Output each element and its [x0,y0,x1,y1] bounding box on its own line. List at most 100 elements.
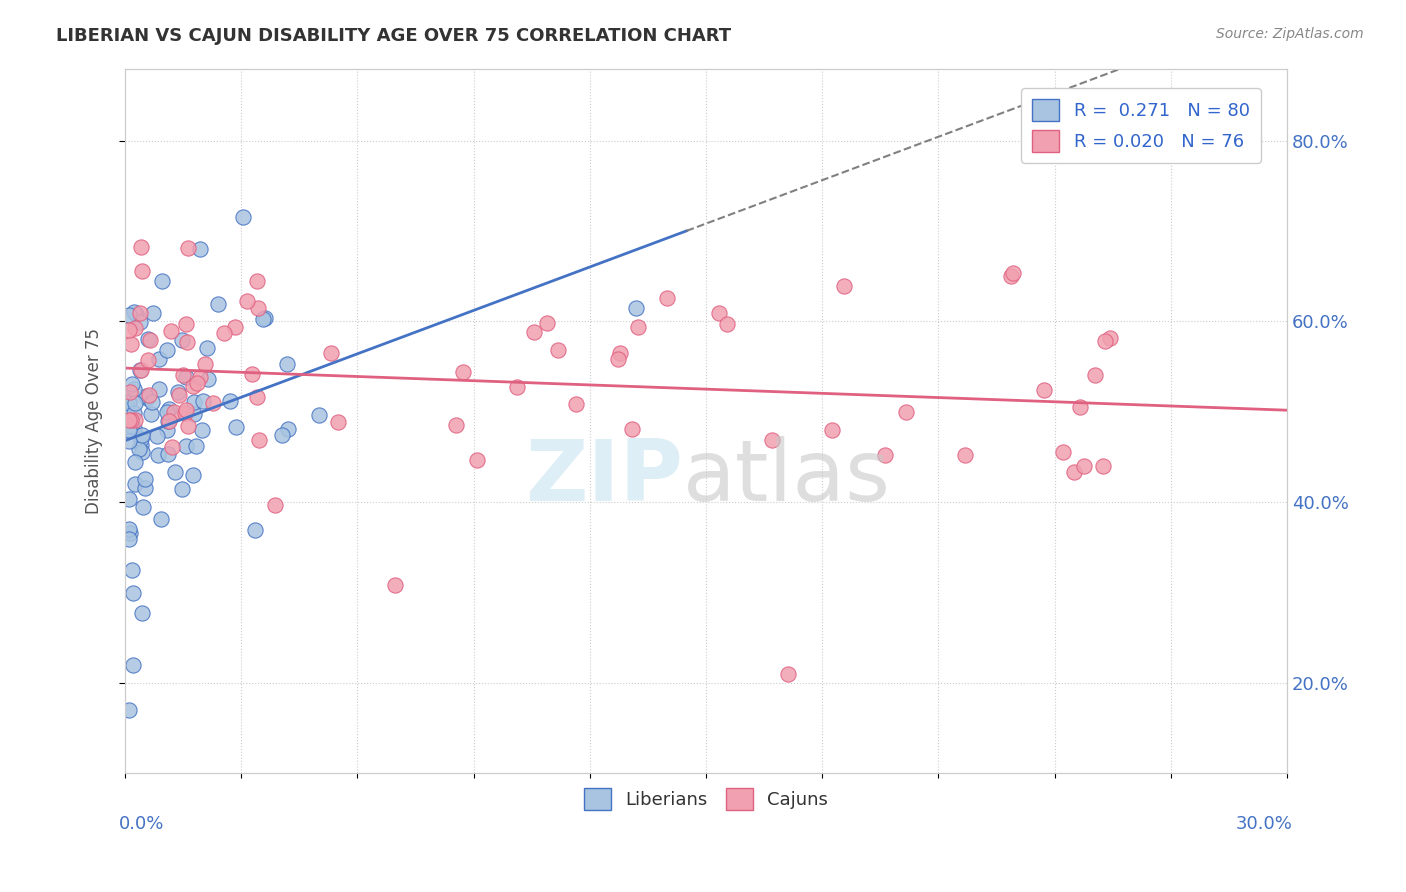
Point [128,442,150,456]
Point [121,657,143,672]
Point [384,578,406,592]
Point [195,341,218,355]
Point [188,370,211,384]
Point [129,362,152,376]
Point [118,393,141,408]
Point [148,351,170,366]
Point [121,585,143,599]
Point [131,444,153,458]
Point [655,292,678,306]
Point [120,336,142,351]
Point [1094,334,1116,348]
Point [212,326,235,340]
Point [247,433,270,447]
Point [122,382,145,396]
Point [240,367,263,381]
Point [1084,368,1107,382]
Point [138,388,160,402]
Point [129,315,152,329]
Point [253,311,276,326]
Point [246,301,269,315]
Point [165,465,187,479]
Point [218,393,240,408]
Point [118,532,141,546]
Point [252,312,274,326]
Point [118,413,141,427]
Point [232,210,254,224]
Point [156,423,179,437]
Point [225,420,247,434]
Point [118,323,141,337]
Text: ZIP: ZIP [524,435,683,519]
Point [1099,331,1122,345]
Point [129,240,152,254]
Point [125,307,148,321]
Point [124,321,146,335]
Text: 30.0%: 30.0% [1236,815,1294,833]
Point [173,406,195,420]
Point [157,402,180,417]
Point [157,447,180,461]
Point [319,346,342,360]
Point [121,376,143,391]
Point [148,448,170,462]
Point [176,241,198,255]
Text: atlas: atlas [683,435,891,519]
Point [224,319,246,334]
Point [1069,400,1091,414]
Point [193,394,215,409]
Point [264,498,287,512]
Point [118,522,141,536]
Point [1052,444,1074,458]
Point [620,422,643,436]
Point [150,512,173,526]
Point [131,428,153,442]
Point [776,666,799,681]
Point [1001,266,1024,280]
Point [135,389,157,403]
Point [120,419,142,434]
Point [183,407,205,421]
Point [131,606,153,620]
Point [197,372,219,386]
Point [136,352,159,367]
Point [141,394,163,409]
Point [128,306,150,320]
Point [176,335,198,350]
Point [174,369,197,384]
Point [174,402,197,417]
Point [761,433,783,447]
Text: LIBERIAN VS CAJUN DISABILITY AGE OVER 75 CORRELATION CHART: LIBERIAN VS CAJUN DISABILITY AGE OVER 75… [56,27,731,45]
Point [148,382,170,396]
Point [129,433,152,447]
Point [186,376,208,391]
Point [163,405,186,419]
Point [821,423,844,437]
Point [120,412,142,426]
Point [131,263,153,277]
Text: Source: ZipAtlas.com: Source: ZipAtlas.com [1216,27,1364,41]
Point [181,378,204,392]
Point [134,472,156,486]
Point [451,365,474,379]
Point [245,523,267,537]
Point [186,438,208,452]
Point [128,362,150,376]
Point [170,333,193,347]
Point [1091,458,1114,473]
Point [276,357,298,371]
Point [446,417,468,432]
Point [270,428,292,442]
Point [174,317,197,331]
Point [246,391,269,405]
Point [124,413,146,427]
Point [118,396,141,410]
Point [160,440,183,454]
Point [523,325,546,339]
Legend: Liberians, Cajuns: Liberians, Cajuns [574,777,839,821]
Point [308,408,330,422]
Point [118,384,141,399]
Point [183,468,205,483]
Point [506,380,529,394]
Point [124,406,146,420]
